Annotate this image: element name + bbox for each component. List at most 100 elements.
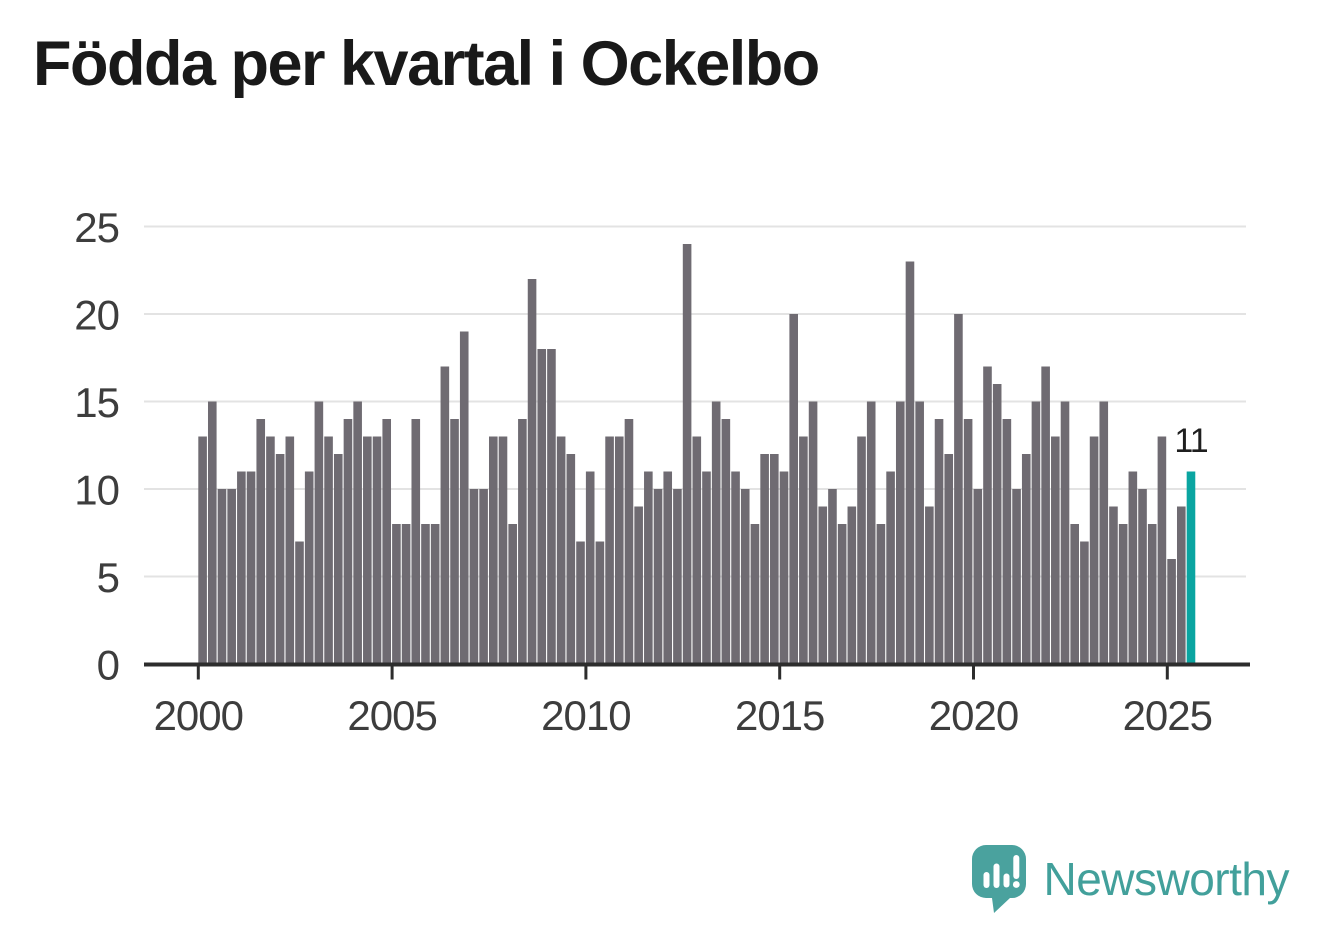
bar — [963, 419, 973, 664]
bar — [915, 401, 924, 664]
y-axis-tick-label: 15 — [74, 379, 119, 426]
bar — [382, 419, 392, 664]
x-axis-tick — [196, 666, 200, 680]
bar — [895, 401, 905, 664]
bar — [828, 489, 837, 664]
bar — [237, 471, 246, 664]
bar — [653, 489, 663, 664]
bar — [450, 419, 459, 664]
bar — [1080, 541, 1089, 664]
newsworthy-logo-text: Newsworthy — [1043, 853, 1289, 905]
bar — [217, 489, 227, 664]
bar — [421, 524, 430, 664]
bar — [944, 454, 954, 664]
bar — [692, 436, 702, 664]
bar — [547, 349, 556, 664]
bar — [333, 454, 343, 664]
x-axis-tick-label: 2025 — [1123, 692, 1212, 739]
bar — [973, 489, 983, 664]
y-axis-tick-label: 20 — [74, 292, 119, 339]
newsworthy-logo-icon — [972, 845, 1027, 913]
bar — [430, 524, 440, 664]
bar — [498, 436, 508, 664]
bar — [392, 524, 401, 664]
bar — [304, 471, 314, 664]
latest-value-annotation: 11 — [1174, 422, 1207, 460]
bar — [1167, 559, 1176, 664]
bar — [227, 489, 236, 664]
bar — [750, 524, 760, 664]
bar — [983, 366, 992, 664]
x-axis-line — [144, 662, 1250, 667]
bar — [537, 349, 547, 664]
bar — [721, 419, 731, 664]
bar — [1147, 524, 1157, 664]
bar — [1176, 506, 1186, 664]
bar — [527, 279, 537, 664]
bar — [1109, 506, 1118, 664]
bar — [489, 436, 498, 664]
bar — [198, 436, 207, 664]
bar — [246, 471, 256, 664]
x-axis-tick-label: 2000 — [154, 692, 243, 739]
bar — [954, 314, 963, 664]
bar — [779, 471, 789, 664]
bar — [401, 524, 411, 664]
bar — [1070, 524, 1079, 664]
bar — [644, 471, 653, 664]
bar — [886, 471, 895, 664]
bar — [411, 419, 421, 664]
bar — [760, 454, 769, 664]
bar — [711, 401, 721, 664]
bar — [1051, 436, 1060, 664]
x-axis-tick — [390, 666, 394, 680]
bar — [1118, 524, 1128, 664]
bar — [1021, 454, 1031, 664]
bar — [905, 261, 915, 664]
bar — [605, 436, 614, 664]
bar — [740, 489, 750, 664]
bar — [1099, 401, 1109, 664]
bar — [275, 454, 285, 664]
bar — [1012, 489, 1021, 664]
bar — [343, 419, 353, 664]
bar — [789, 314, 798, 664]
bar — [566, 454, 576, 664]
bar — [324, 436, 333, 664]
bar — [508, 524, 517, 664]
bar — [1041, 366, 1050, 664]
bar — [770, 454, 779, 664]
x-axis-tick-label: 2010 — [541, 692, 630, 739]
x-axis-tick-label: 2005 — [347, 692, 436, 739]
bar — [934, 419, 944, 664]
bar — [818, 506, 828, 664]
x-axis-tick-label: 2020 — [929, 692, 1018, 739]
bar — [285, 436, 295, 664]
x-axis-tick-label: 2015 — [735, 692, 824, 739]
y-axis-tick-label: 25 — [74, 204, 119, 251]
y-axis-tick-label: 10 — [74, 467, 119, 514]
bar — [576, 541, 585, 664]
bar — [731, 471, 740, 664]
y-axis-tick-label: 5 — [97, 554, 119, 601]
bar — [634, 506, 643, 664]
bar — [372, 436, 382, 664]
x-axis-tick — [584, 666, 588, 680]
bar — [808, 401, 818, 664]
bar — [925, 506, 934, 664]
bar — [266, 436, 275, 664]
bar — [663, 471, 673, 664]
bar — [1060, 401, 1070, 664]
bar — [314, 401, 324, 664]
bar — [682, 244, 692, 664]
bar — [866, 401, 876, 664]
bar — [595, 541, 605, 664]
bar — [479, 489, 488, 664]
bar — [207, 401, 217, 664]
bar — [556, 436, 566, 664]
bar — [702, 471, 711, 664]
bar — [256, 419, 266, 664]
bar — [847, 506, 857, 664]
bar — [469, 489, 479, 664]
